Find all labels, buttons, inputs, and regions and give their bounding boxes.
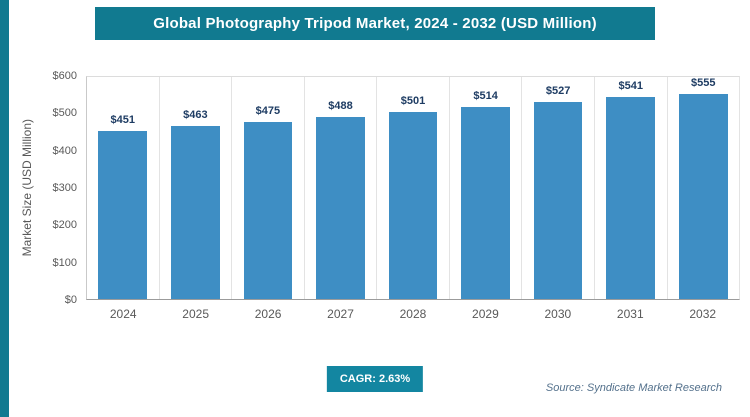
- x-tick-label: 2030: [544, 307, 572, 321]
- bar-value-label: $514: [473, 90, 498, 102]
- y-tick-label: $200: [52, 219, 77, 232]
- cagr-badge: CAGR: 2.63%: [326, 366, 424, 392]
- bar-2030: [533, 102, 583, 299]
- x-tick-label: 2026: [254, 307, 282, 321]
- bar-column-2030: $527: [522, 77, 595, 299]
- chart-main: $0 $100 $200 $300 $400 $500 $600 $451 $463 $475 $…: [38, 70, 740, 321]
- bar-column-2029: $514: [450, 77, 523, 299]
- bar-2032: [678, 94, 728, 299]
- y-axis-title: Market Size (USD Million): [20, 119, 34, 257]
- bar-value-label: $475: [255, 105, 281, 117]
- x-tick-label: 2028: [399, 307, 427, 321]
- bar-value-label: $488: [328, 100, 353, 112]
- y-tick-label: $100: [52, 256, 77, 269]
- bar-value-label: $527: [545, 85, 571, 97]
- bar-value-label: $463: [183, 109, 208, 121]
- y-tick-label: $400: [52, 144, 77, 157]
- y-axis-title-wrap: Market Size (USD Million): [16, 76, 38, 300]
- bar-value-label: $555: [691, 77, 716, 89]
- bar-column-2031: $541: [595, 77, 668, 299]
- bar-2031: [606, 97, 656, 299]
- bar-2029: [461, 107, 510, 299]
- source-text: Source: Syndicate Market Research: [545, 382, 722, 394]
- bar-column-2024: $451: [87, 77, 160, 299]
- bar-value-label: $451: [110, 114, 136, 126]
- bar-column-2028: $501: [377, 77, 450, 299]
- x-tick-label: 2031: [616, 307, 644, 321]
- bar-column-2032: $555: [668, 77, 740, 299]
- bar-chart: Market Size (USD Million) $0 $100 $200 $300…: [16, 70, 740, 321]
- bar-value-label: $501: [400, 95, 426, 107]
- y-tick-label: $500: [52, 107, 77, 120]
- bar-2026: [243, 122, 293, 299]
- y-tick-label: $300: [52, 182, 77, 194]
- plot-row: $0 $100 $200 $300 $400 $500 $600 $451 $463 $475 $…: [38, 70, 740, 306]
- x-axis-labels: 2024 2025 2026 2027 2028 2029 2030 2031 2032: [87, 307, 739, 321]
- plot-area: $451 $463 $475 $488 $501 $514 $527 $541 $555: [86, 76, 740, 300]
- bar-column-2027: $488: [305, 77, 378, 299]
- bar-column-2026: $475: [232, 77, 305, 299]
- x-tick-label: 2027: [327, 307, 354, 321]
- bar-2025: [171, 126, 220, 299]
- y-axis-ticks: $0 $100 $200 $300 $400 $500 $600: [38, 70, 86, 306]
- chart-title-banner: Global Photography Tripod Market, 2024 -…: [95, 7, 655, 40]
- chart-title: Global Photography Tripod Market, 2024 -…: [153, 15, 597, 32]
- y-tick-label: $600: [52, 70, 77, 82]
- bar-2027: [316, 117, 365, 299]
- bar-2024: [98, 131, 148, 299]
- bar-column-2025: $463: [160, 77, 233, 299]
- x-tick-label: 2025: [182, 307, 209, 321]
- y-tick-label: $0: [64, 294, 77, 306]
- bar-value-label: $541: [618, 80, 643, 92]
- left-accent-stripe: [0, 0, 9, 417]
- x-tick-label: 2032: [689, 307, 717, 321]
- cagr-label: CAGR: 2.63%: [339, 373, 411, 385]
- bar-2028: [388, 112, 438, 299]
- x-tick-label: 2024: [109, 307, 137, 321]
- x-tick-label: 2029: [472, 307, 499, 321]
